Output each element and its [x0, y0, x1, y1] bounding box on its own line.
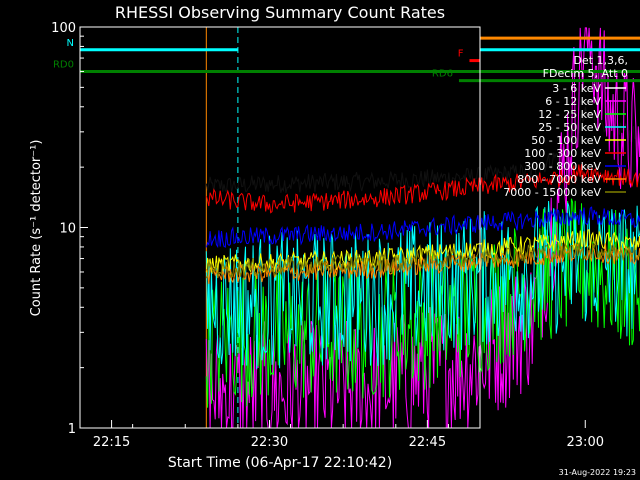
x-axis-label: Start Time (06-Apr-17 22:10:42): [168, 455, 392, 471]
series-line-3: [205, 200, 640, 370]
legend-label-6: 300 - 800 keV: [524, 160, 601, 173]
series-line-7: [205, 244, 640, 284]
y-axis-label: Count Rate (s⁻¹ detector⁻¹): [29, 140, 44, 317]
series-line-5: [205, 164, 640, 214]
chart-title: RHESSI Observing Summary Count Rates: [115, 3, 445, 22]
timestamp: 31-Aug-2022 19:23: [559, 468, 636, 477]
x-tick-label-1: 22:30: [251, 435, 288, 450]
legend-label-1: 6 - 12 keV: [545, 95, 601, 108]
flag-label-rd6: RD6: [432, 69, 453, 80]
series-line-6: [205, 206, 640, 249]
legend-label-8: 7000 - 15000 keV: [503, 186, 601, 199]
series-line-8: [205, 241, 640, 279]
x-tick-label-0: 22:15: [93, 435, 130, 450]
flag-label-rd0: RD0: [53, 59, 74, 70]
flag-label-f: F: [458, 49, 464, 60]
x-tick-label-3: 23:00: [567, 435, 604, 450]
flag-bars: NFSRD0RD6: [53, 36, 640, 83]
legend-label-5: 100 - 300 keV: [524, 147, 601, 160]
legend-label-0: 3 - 6 keV: [552, 82, 601, 95]
x-tick-label-2: 22:45: [409, 435, 446, 450]
legend-label-2: 12 - 25 keV: [538, 108, 601, 121]
y-tick-label-1: 10: [59, 222, 76, 237]
y-tick-label-2: 100: [51, 21, 76, 36]
legend-label-7: 800 - 7000 keV: [517, 173, 601, 186]
legend-header-1: FDecim 5, Att 0: [543, 67, 628, 80]
y-axis-ticks: 1 10 100: [51, 21, 88, 437]
flag-label-n: N: [67, 38, 74, 49]
legend-label-4: 50 - 100 keV: [531, 134, 601, 147]
y-tick-label-0: 1: [68, 422, 76, 437]
legend-label-3: 25 - 50 keV: [538, 121, 601, 134]
series-lines: [205, 27, 640, 429]
series-line-0: [205, 106, 640, 194]
legend-header-0: Det 1,3,6,: [573, 54, 628, 67]
